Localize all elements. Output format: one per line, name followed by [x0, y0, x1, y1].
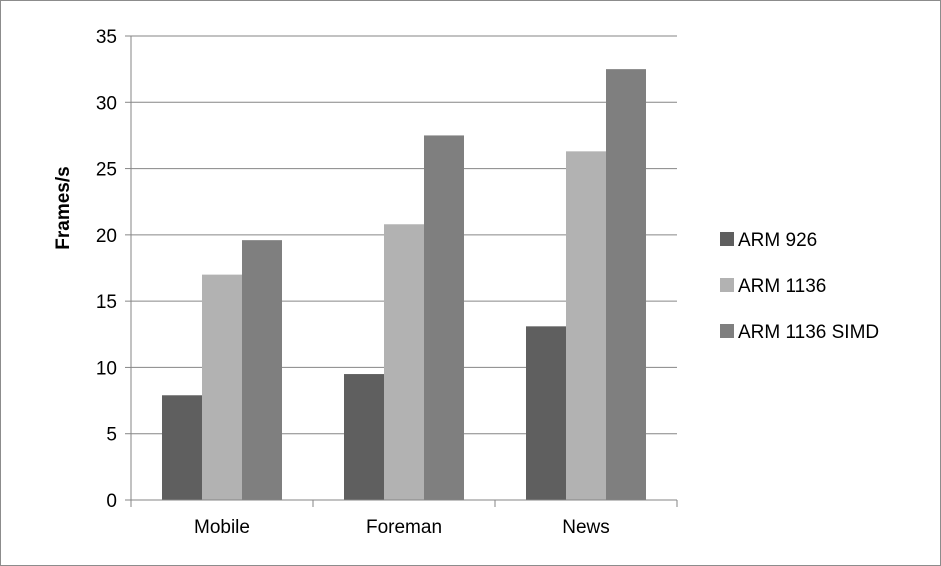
bar-3-mobile — [242, 240, 282, 500]
y-tick-label: 35 — [96, 27, 117, 48]
bar-1-mobile — [162, 395, 202, 500]
bar-1-news — [526, 326, 566, 500]
legend-swatch — [720, 278, 734, 292]
bars — [162, 69, 646, 501]
bar-2-mobile — [202, 274, 242, 500]
legend: ARM 926 ARM 1136 ARM 1136 SIMD — [720, 230, 879, 343]
x-tick-label: News — [562, 517, 610, 538]
bar-3-news — [606, 69, 646, 501]
bar-3-foreman — [424, 135, 464, 500]
y-tick-label: 30 — [96, 93, 117, 114]
bar-2-foreman — [384, 224, 424, 500]
x-tick-label: Foreman — [366, 517, 442, 538]
y-tick-label: 10 — [96, 358, 117, 379]
legend-label: ARM 1136 — [738, 276, 826, 297]
x-tick-label: Mobile — [194, 517, 250, 538]
x-tick-labels: Mobile Foreman News — [194, 517, 610, 538]
legend-label: ARM 926 — [738, 230, 817, 251]
legend-swatch — [720, 232, 734, 246]
y-tick-label: 20 — [96, 226, 117, 247]
y-tick-label: 0 — [106, 491, 117, 512]
y-tick-label: 5 — [106, 425, 117, 446]
y-axis-label: Frames/s — [53, 166, 74, 249]
bar-2-news — [566, 151, 606, 500]
y-tick-label: 25 — [96, 160, 117, 181]
y-tick-label: 15 — [96, 292, 117, 313]
y-tick-labels: 0 5 10 15 20 25 30 35 — [96, 27, 117, 512]
legend-swatch — [720, 324, 734, 338]
bar-1-foreman — [344, 374, 384, 500]
axes — [125, 35, 678, 507]
legend-label: ARM 1136 SIMD — [738, 322, 879, 343]
